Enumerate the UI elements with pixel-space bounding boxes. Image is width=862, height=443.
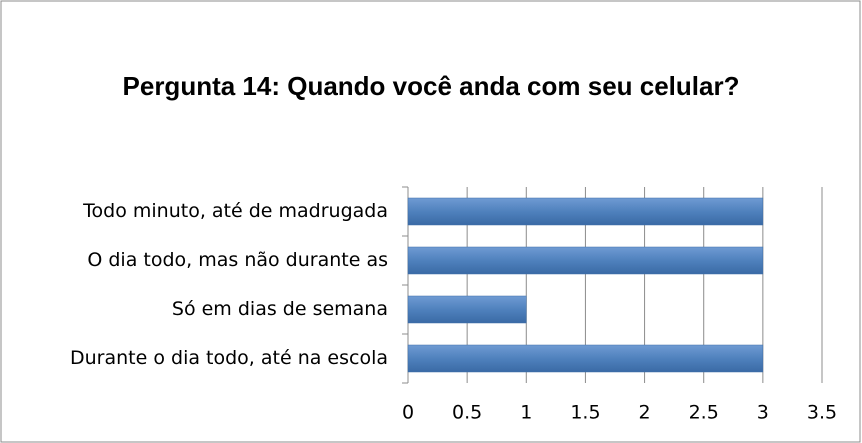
x-tick-label: 1 (520, 402, 532, 424)
x-tick-label: 3 (757, 402, 769, 424)
x-tick-label: 3.5 (807, 402, 837, 424)
x-tick-label: 2.5 (689, 402, 719, 424)
bar (407, 197, 764, 226)
y-tick-label: Só em dias de semana (172, 298, 388, 320)
x-tick-label: 1.5 (570, 402, 600, 424)
x-tick-label: 2 (639, 402, 651, 424)
bar (407, 344, 764, 373)
bar (407, 246, 764, 275)
chart-title: Pergunta 14: Quando você anda com seu ce… (122, 71, 740, 101)
y-tick-label: Durante o dia todo, até na escola (70, 347, 388, 369)
y-tick-label: Todo minuto, até de madrugada (82, 200, 388, 222)
x-tick-label: 0 (402, 402, 414, 424)
y-tick-label: O dia todo, mas não durante as (87, 249, 388, 271)
x-tick-label: 0.5 (452, 402, 482, 424)
bar (407, 295, 527, 324)
